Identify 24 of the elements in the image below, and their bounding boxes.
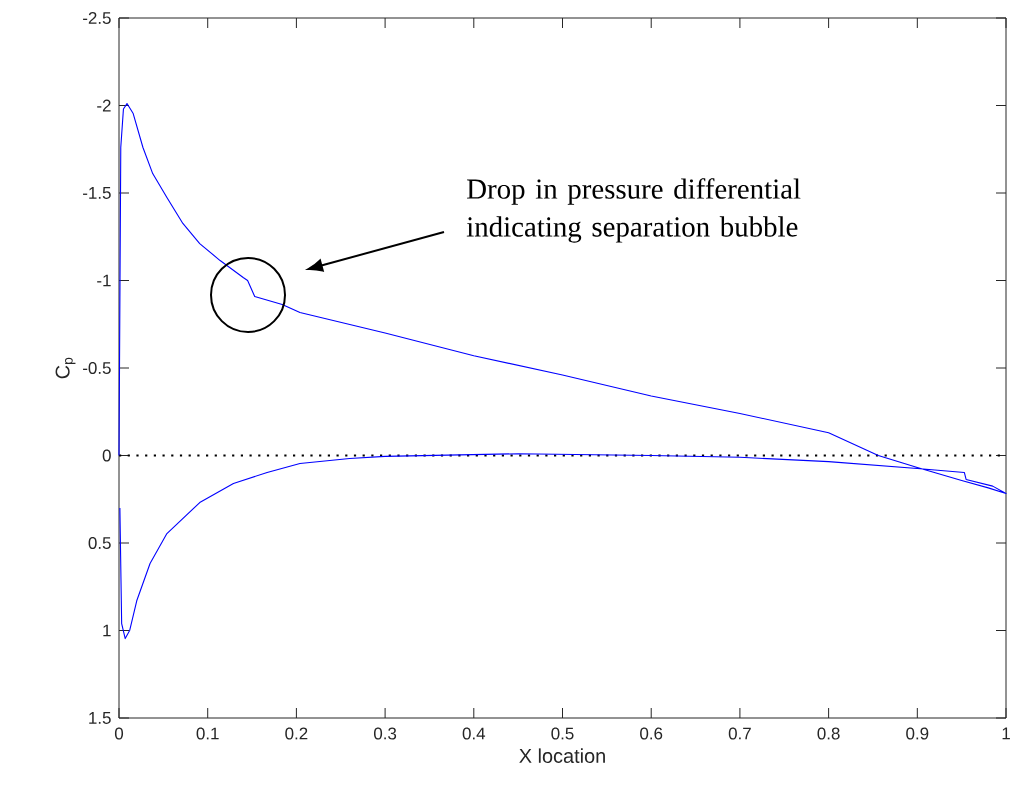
y-tick-label: -2.5 xyxy=(83,12,111,24)
x-tick-label: 0.4 xyxy=(462,727,486,740)
y-tick-label: 1.5 xyxy=(89,712,111,724)
x-tick-label: 0.3 xyxy=(373,727,397,740)
y-tick-label: -1.5 xyxy=(83,187,111,199)
x-tick-label: 1 xyxy=(1002,727,1010,740)
x-axis-title: X location xyxy=(519,748,605,763)
x-tick-label: 0.5 xyxy=(551,727,574,740)
y-tick-label: 1 xyxy=(103,624,111,637)
x-tick-label: 0.2 xyxy=(285,727,308,740)
y-tick-label: 0.5 xyxy=(88,537,111,550)
line-series xyxy=(118,103,1007,640)
x-tick-label: 0 xyxy=(114,727,124,740)
x-tick-label: 0.1 xyxy=(196,727,219,740)
y-tick-label: -0.5 xyxy=(83,362,111,375)
x-tick-label: 0.9 xyxy=(906,727,929,740)
y-axis-title: C$_{p}$ xyxy=(55,357,76,379)
x-tick-label: 0.6 xyxy=(640,727,663,740)
x-tick-label: 0.7 xyxy=(728,727,751,740)
y-tick-label: -2 xyxy=(97,99,111,112)
annotation: Drop in pressure differential indicating separation bubble xyxy=(466,178,801,243)
y-tick-label: -1 xyxy=(97,274,111,287)
y-tick-label: 0 xyxy=(102,449,111,462)
x-tick-label: 0.8 xyxy=(817,727,840,740)
